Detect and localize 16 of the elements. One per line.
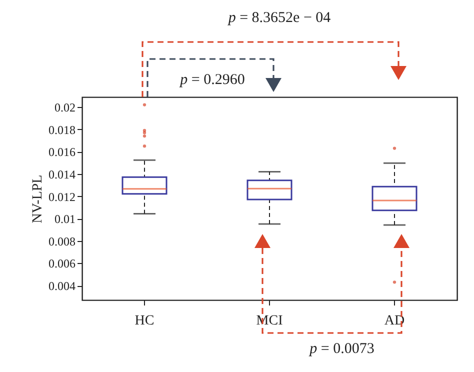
text: p = 0.0073	[308, 341, 374, 357]
text: p = 0.2960	[179, 72, 245, 88]
y-tick-label: 0.01	[54, 212, 76, 226]
y-axis-title: NV-LPL	[30, 174, 46, 224]
x-tick-label: AD	[384, 314, 405, 328]
y-tick-label: 0.014	[48, 167, 76, 182]
y-tick-label: 0.004	[48, 279, 76, 293]
x-tick-label: HC	[134, 314, 154, 328]
y-tick-label: 0.012	[48, 190, 76, 204]
y-tick-label: 0.02	[54, 100, 76, 115]
text: p = 8.3652e − 04	[227, 10, 332, 26]
y-tick-label: 0.016	[48, 145, 76, 160]
y-tick-label: 0.006	[48, 256, 76, 271]
y-tick-label: 0.018	[48, 122, 76, 137]
y-tick-label: 0.008	[48, 234, 76, 248]
x-tick-label: MCI	[256, 314, 284, 328]
